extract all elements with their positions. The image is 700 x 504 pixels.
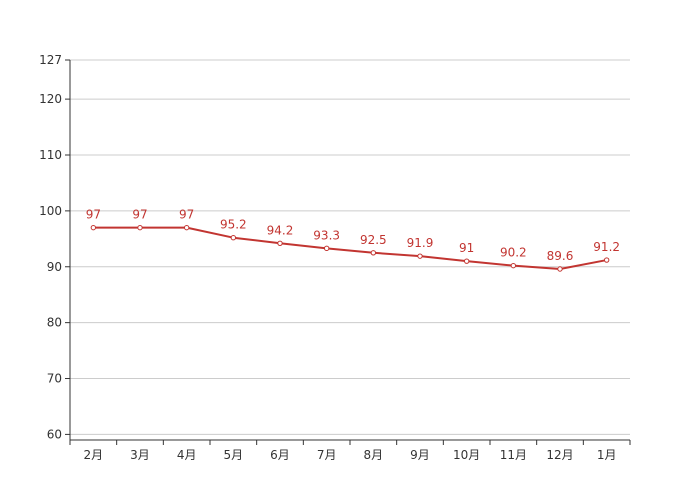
x-tick-label: 10月	[453, 448, 480, 462]
data-label-layer: 97 97 97 95.2 94.2 93.3 92.5 91.9 91 90.2 89.6 91.2	[86, 208, 620, 263]
data-label: 97	[86, 208, 101, 222]
data-label: 90.2	[500, 246, 527, 260]
data-label: 91	[459, 241, 474, 255]
data-label: 92.5	[360, 233, 387, 247]
x-tick-label: 12月	[546, 448, 573, 462]
y-tick-label: 127	[39, 53, 62, 67]
data-point	[510, 262, 517, 269]
data-label: 97	[179, 208, 194, 222]
x-tick-label: 2月	[84, 448, 104, 462]
data-label: 95.2	[220, 218, 247, 232]
x-tick-label: 11月	[500, 448, 527, 462]
data-point	[90, 224, 97, 231]
data-label: 89.6	[547, 249, 574, 263]
data-label: 91.9	[407, 236, 434, 250]
y-tick-label: 60	[47, 427, 62, 441]
data-point	[230, 235, 237, 241]
series-line	[93, 226, 607, 270]
series-layer	[90, 224, 610, 272]
data-label: 93.3	[313, 228, 340, 242]
y-tick-label: 90	[47, 260, 62, 274]
data-point	[370, 250, 377, 256]
y-tick-label: 70	[47, 372, 62, 386]
x-tick-label: 8月	[364, 448, 384, 462]
x-tick-label: 1月	[597, 448, 617, 462]
data-point	[323, 245, 330, 252]
y-tick-label: 110	[39, 148, 62, 162]
data-point	[417, 253, 423, 259]
y-tick-label: 80	[47, 316, 62, 330]
grid-layer	[70, 59, 630, 435]
data-point	[463, 258, 470, 264]
data-point	[137, 224, 143, 231]
data-label: 97	[132, 208, 147, 222]
data-point	[277, 240, 283, 246]
x-tick-label: 6月	[270, 448, 290, 462]
data-label: 94.2	[267, 223, 294, 237]
x-tick-label: 4月	[177, 448, 197, 462]
x-tick-label: 3月	[130, 448, 150, 462]
data-point	[603, 257, 610, 263]
axis-layer: 60 70 80 90 100 110 120 127 2月 3月 4月 5月 6月 7月 8月 9月 10月 1…	[39, 53, 631, 462]
y-tick-label: 100	[39, 204, 62, 218]
data-point	[557, 266, 563, 272]
y-tick-label: 120	[39, 92, 62, 106]
x-tick-label: 7月	[317, 448, 337, 462]
data-label: 91.2	[593, 240, 620, 254]
data-point	[183, 224, 190, 231]
x-tick-label: 9月	[410, 448, 430, 462]
x-tick-label: 5月	[224, 448, 244, 462]
